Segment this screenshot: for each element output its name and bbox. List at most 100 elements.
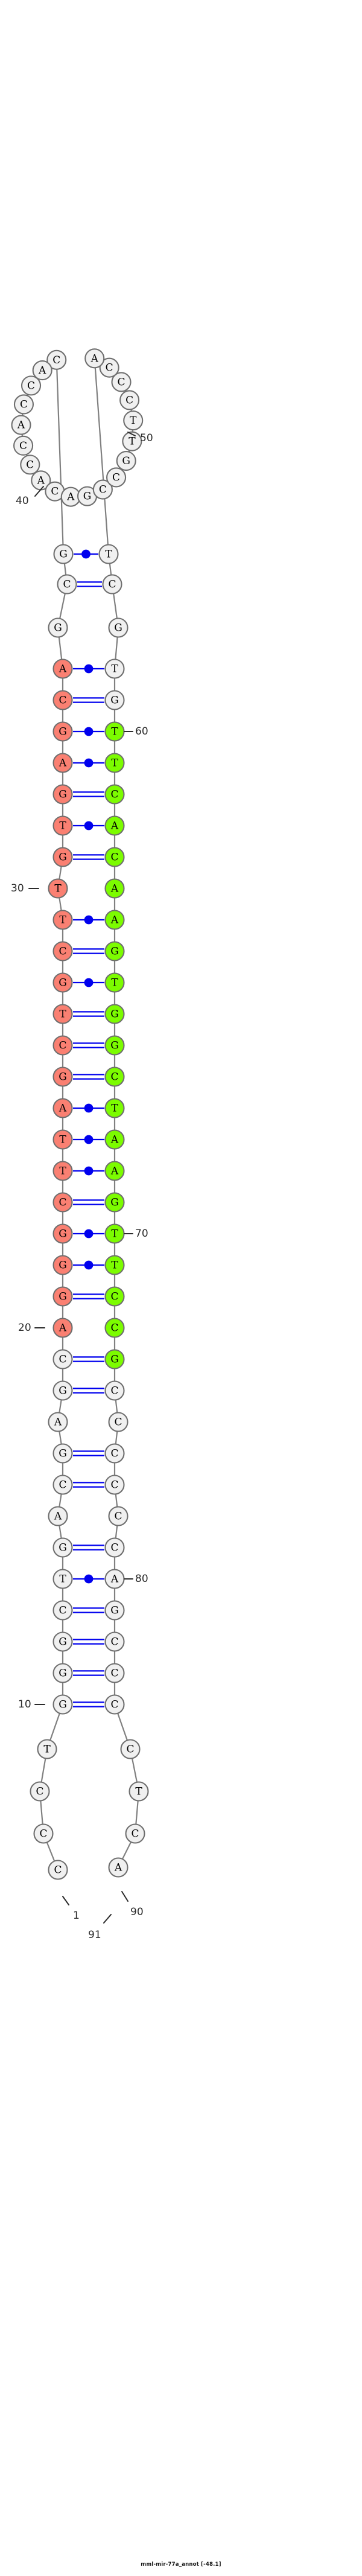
nucleotide-three-prime-tail[interactable]: C [120, 1739, 141, 1759]
nucleotide-three-prime[interactable]: T [98, 544, 119, 564]
nucleotide-three-prime[interactable]: G [104, 690, 125, 710]
nucleotide-three-prime[interactable]: A [104, 1569, 125, 1589]
nucleotide-three-prime[interactable]: C [104, 1318, 125, 1338]
nucleotide-five-prime[interactable]: G [52, 1066, 73, 1087]
nucleotide-five-prime[interactable]: G [52, 1663, 73, 1683]
nucleotide-loop[interactable]: A [11, 415, 31, 435]
nucleotide-three-prime[interactable]: A [104, 878, 125, 899]
nucleotide-three-prime[interactable]: C [104, 1443, 125, 1464]
nucleotide-loop[interactable]: C [111, 372, 132, 392]
nucleotide-three-prime[interactable]: T [104, 753, 125, 773]
nucleotide-five-prime[interactable]: G [52, 721, 73, 742]
nucleotide-three-prime[interactable]: G [104, 1600, 125, 1621]
nucleotide-five-prime[interactable]: A [52, 753, 73, 773]
nucleotide-five-prime[interactable]: T [52, 1569, 73, 1589]
nucleotide-three-prime-tail[interactable]: C [125, 1823, 145, 1844]
nucleotide-five-prime[interactable]: G [52, 1694, 73, 1715]
nucleotide-loop[interactable]: G [116, 450, 136, 471]
nucleotide-three-prime[interactable]: G [104, 941, 125, 961]
nucleotide-three-prime[interactable]: T [104, 1255, 125, 1275]
nucleotide-five-prime[interactable]: T [48, 878, 68, 899]
nucleotide-three-prime[interactable]: C [108, 1506, 129, 1526]
nucleotide-three-prime[interactable]: A [104, 815, 125, 836]
nucleotide-three-prime[interactable]: G [104, 1035, 125, 1056]
nucleotide-loop[interactable]: C [21, 375, 42, 396]
nucleotide-five-prime[interactable]: G [52, 972, 73, 993]
nucleotide-three-prime[interactable]: C [104, 1631, 125, 1652]
nucleotide-five-prime[interactable]: G [52, 1223, 73, 1244]
nucleotide-loop[interactable]: A [84, 348, 105, 369]
nucleotide-five-prime[interactable]: C [52, 1600, 73, 1621]
nucleotide-three-prime[interactable]: C [104, 1537, 125, 1558]
nucleotide-five-prime[interactable]: G [52, 784, 73, 805]
nucleotide-loop[interactable]: T [123, 410, 144, 431]
nucleotide-three-prime[interactable]: C [104, 847, 125, 867]
nucleotide-five-prime-tail[interactable]: C [33, 1823, 54, 1844]
nucleotide-three-prime[interactable]: G [104, 1004, 125, 1024]
nucleotide-five-prime[interactable]: G [48, 617, 68, 638]
nucleotide-five-prime[interactable]: C [52, 1035, 73, 1056]
nucleotide-five-prime[interactable]: G [52, 1443, 73, 1464]
nucleotide-three-prime-tail[interactable]: A [108, 1857, 129, 1878]
nucleotide-five-prime[interactable]: A [52, 658, 73, 679]
nucleotide-five-prime[interactable]: G [52, 1255, 73, 1275]
nucleotide-three-prime[interactable]: T [104, 972, 125, 993]
nucleotide-loop[interactable]: C [92, 479, 113, 500]
nucleotide-loop[interactable]: C [13, 435, 34, 456]
nucleotide-five-prime[interactable]: G [53, 544, 74, 564]
nucleotide-five-prime[interactable]: C [52, 1349, 73, 1369]
nucleotide-five-prime-tail[interactable]: C [48, 1860, 68, 1880]
nucleotide-three-prime-tail[interactable]: T [129, 1781, 149, 1802]
nucleotide-five-prime[interactable]: G [52, 1380, 73, 1401]
nucleotide-five-prime[interactable]: T [52, 815, 73, 836]
nucleotide-five-prime[interactable]: C [52, 941, 73, 961]
nucleotide-five-prime[interactable]: A [48, 1412, 68, 1432]
nucleotide-three-prime[interactable]: T [104, 1223, 125, 1244]
nucleotide-three-prime[interactable]: T [104, 1098, 125, 1118]
nucleotide-loop[interactable]: C [13, 394, 34, 415]
nucleotide-five-prime-tail[interactable]: C [30, 1781, 50, 1802]
nucleotide-loop[interactable]: C [46, 349, 67, 370]
nucleotide-three-prime[interactable]: T [104, 658, 125, 679]
nucleotide-three-prime[interactable]: C [104, 1663, 125, 1683]
nucleotide-five-prime[interactable]: G [52, 1286, 73, 1307]
nucleotide-three-prime[interactable]: C [104, 1286, 125, 1307]
nucleotide-loop[interactable]: T [122, 431, 142, 451]
nucleotide-five-prime[interactable]: A [52, 1098, 73, 1118]
nucleotide-three-prime[interactable]: C [104, 1380, 125, 1401]
nucleotide-five-prime[interactable]: A [52, 1318, 73, 1338]
nucleotide-three-prime[interactable]: T [104, 721, 125, 742]
nucleotide-three-prime[interactable]: C [102, 574, 122, 595]
nucleotide-five-prime[interactable]: T [52, 910, 73, 930]
nucleotide-loop[interactable]: C [106, 467, 127, 488]
nucleotide-five-prime[interactable]: G [52, 1631, 73, 1652]
nucleotide-five-prime[interactable]: C [52, 1192, 73, 1213]
nucleotide-five-prime-tail[interactable]: T [37, 1739, 57, 1759]
nucleotide-five-prime[interactable]: A [48, 1506, 68, 1526]
nucleotide-three-prime[interactable]: G [108, 617, 129, 638]
nucleotide-three-prime[interactable]: C [104, 1066, 125, 1087]
nucleotide-three-prime[interactable]: A [104, 1161, 125, 1181]
nucleotide-three-prime[interactable]: A [104, 1129, 125, 1150]
nucleotide-three-prime[interactable]: A [104, 910, 125, 930]
nucleotide-loop[interactable]: C [99, 357, 119, 378]
nucleotide-five-prime[interactable]: G [52, 847, 73, 867]
nucleotide-loop[interactable]: A [31, 470, 51, 491]
nucleotide-three-prime[interactable]: G [104, 1192, 125, 1213]
nucleotide-five-prime[interactable]: T [52, 1129, 73, 1150]
nucleotide-three-prime[interactable]: C [108, 1412, 129, 1432]
nucleotide-three-prime[interactable]: G [104, 1349, 125, 1369]
nucleotide-loop[interactable]: A [60, 486, 81, 507]
nucleotide-three-prime[interactable]: C [104, 1475, 125, 1495]
nucleotide-three-prime[interactable]: C [104, 784, 125, 805]
nucleotide-five-prime[interactable]: C [52, 1475, 73, 1495]
nucleotide-loop[interactable]: C [119, 390, 140, 410]
nucleotide-five-prime[interactable]: T [52, 1004, 73, 1024]
nucleotide-five-prime[interactable]: C [57, 574, 77, 595]
nucleotide-loop[interactable]: C [20, 454, 40, 475]
nucleotide-five-prime[interactable]: G [52, 1537, 73, 1558]
nucleotide-five-prime[interactable]: C [52, 690, 73, 710]
nucleotide-loop[interactable]: A [32, 360, 52, 381]
nucleotide-three-prime[interactable]: C [104, 1694, 125, 1715]
nucleotide-five-prime[interactable]: T [52, 1161, 73, 1181]
